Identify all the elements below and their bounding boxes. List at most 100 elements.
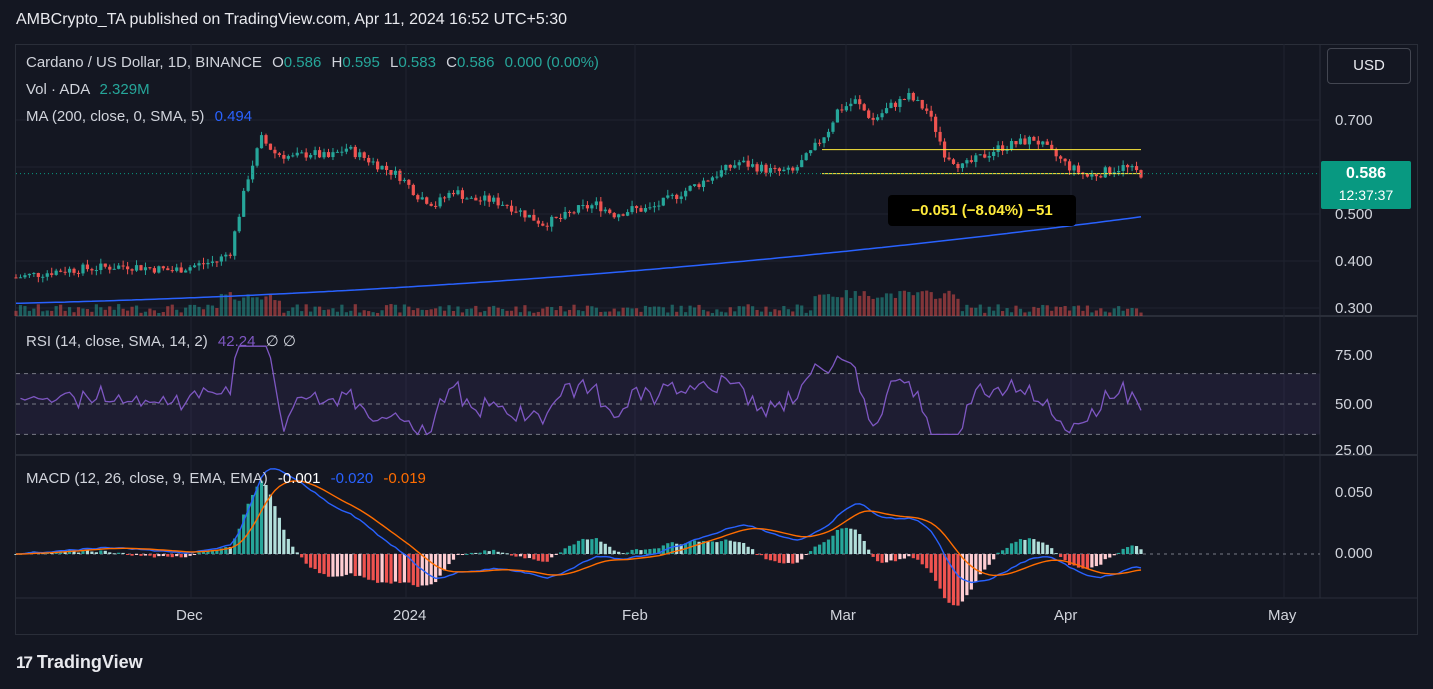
volume-bar bbox=[554, 310, 558, 316]
candle-body bbox=[791, 167, 795, 171]
volume-bar bbox=[389, 304, 393, 316]
tradingview-mark-icon: 17 bbox=[16, 652, 33, 672]
volume-bar bbox=[478, 312, 482, 316]
volume-bar bbox=[420, 309, 424, 316]
candle-body bbox=[733, 165, 737, 168]
candle-body bbox=[32, 273, 36, 275]
volume-bar bbox=[326, 309, 331, 316]
macd-histogram-bar bbox=[367, 554, 371, 580]
macd-histogram-bar bbox=[295, 552, 299, 554]
volume-bar bbox=[340, 304, 344, 316]
candle-body bbox=[992, 151, 996, 156]
volume-bar bbox=[376, 312, 380, 316]
candle-body bbox=[402, 179, 406, 181]
candle-body bbox=[411, 184, 415, 196]
ma-label: MA (200, close, 0, SMA, 5) bbox=[26, 108, 205, 125]
volume-bar bbox=[242, 297, 246, 316]
candle-body bbox=[532, 214, 536, 221]
candle-body bbox=[1121, 165, 1125, 171]
macd-histogram-bar bbox=[1108, 554, 1112, 558]
macd-histogram-bar bbox=[692, 540, 697, 554]
volume-bar bbox=[612, 308, 616, 316]
price-tick: 0.400 bbox=[1335, 253, 1373, 270]
volume-bar bbox=[331, 308, 335, 316]
volume-bar bbox=[849, 297, 853, 316]
macd-histogram-bar bbox=[907, 554, 911, 557]
candle-body bbox=[143, 267, 148, 271]
volume-bar bbox=[1076, 305, 1081, 316]
volume-bar bbox=[349, 310, 353, 316]
candle-body bbox=[188, 267, 192, 271]
volume-bar bbox=[581, 311, 585, 316]
volume-bar bbox=[938, 298, 942, 316]
volume-bar bbox=[572, 304, 576, 316]
candle-body bbox=[826, 131, 831, 138]
currency-button[interactable]: USD bbox=[1327, 48, 1411, 84]
volume-bar bbox=[246, 294, 250, 316]
candle-body bbox=[85, 264, 90, 270]
macd-histogram-bar bbox=[751, 549, 755, 554]
volume-bar bbox=[782, 305, 786, 316]
candle-body bbox=[478, 200, 482, 202]
candle-body bbox=[67, 268, 72, 273]
volume-bar bbox=[692, 307, 697, 316]
macd-histogram-bar bbox=[134, 554, 139, 555]
volume-bar bbox=[1117, 306, 1121, 316]
macd-histogram-bar bbox=[858, 534, 862, 554]
volume-label: Vol · ADA bbox=[26, 81, 90, 98]
candle-body bbox=[1050, 144, 1054, 150]
macd-histogram-bar bbox=[1126, 547, 1130, 554]
candle-body bbox=[130, 269, 134, 271]
macd-histogram-bar bbox=[590, 539, 594, 554]
macd-histogram-bar bbox=[746, 546, 750, 554]
chart-frame bbox=[15, 44, 1418, 635]
volume-bar bbox=[456, 306, 460, 316]
candle-body bbox=[746, 160, 750, 167]
macd-histogram-bar bbox=[389, 554, 393, 584]
volume-bar bbox=[867, 296, 871, 316]
macd-histogram-bar bbox=[103, 550, 107, 554]
candle-body bbox=[715, 176, 719, 178]
macd-histogram-bar bbox=[1081, 554, 1085, 569]
candle-body bbox=[1134, 166, 1139, 171]
volume-bar bbox=[291, 307, 295, 316]
candle-body bbox=[822, 137, 826, 144]
macd-histogram-bar bbox=[349, 554, 353, 574]
candle-body bbox=[1009, 141, 1014, 150]
candle-body bbox=[907, 92, 911, 100]
candle-body bbox=[117, 265, 121, 269]
candle-body bbox=[1018, 138, 1023, 145]
macd-histogram-bar bbox=[1121, 548, 1125, 554]
candle-body bbox=[344, 148, 348, 152]
macd-histogram-bar bbox=[313, 554, 317, 570]
macd-histogram-bar bbox=[831, 535, 835, 554]
macd-histogram-bar bbox=[380, 554, 384, 583]
candle-body bbox=[585, 205, 590, 209]
candle-body bbox=[804, 153, 808, 161]
macd-histogram-bar bbox=[322, 554, 326, 575]
candle-body bbox=[340, 151, 344, 153]
tradingview-logo[interactable]: 17 TradingView bbox=[16, 652, 143, 673]
volume-bar bbox=[268, 294, 273, 316]
candle-body bbox=[559, 217, 563, 219]
macd-histogram-bar bbox=[376, 554, 380, 583]
macd-histogram-bar bbox=[139, 554, 143, 556]
volume-bar bbox=[465, 308, 469, 316]
candle-body bbox=[487, 195, 491, 202]
candle-body bbox=[63, 271, 67, 273]
macd-histogram-bar bbox=[384, 554, 389, 583]
candle-body bbox=[916, 99, 920, 101]
volume-bar bbox=[103, 309, 107, 316]
volume-bar bbox=[197, 306, 201, 316]
volume-bar bbox=[840, 297, 844, 316]
price-tick: 0.500 bbox=[1335, 206, 1373, 223]
candle-body bbox=[880, 113, 884, 118]
candle-body bbox=[1036, 140, 1040, 145]
macd-histogram-bar bbox=[621, 553, 625, 555]
macd-histogram-bar bbox=[335, 554, 340, 577]
macd-histogram-bar bbox=[143, 554, 148, 556]
volume-bar bbox=[237, 300, 241, 316]
candle-body bbox=[81, 264, 85, 274]
volume-bar bbox=[1067, 310, 1072, 316]
